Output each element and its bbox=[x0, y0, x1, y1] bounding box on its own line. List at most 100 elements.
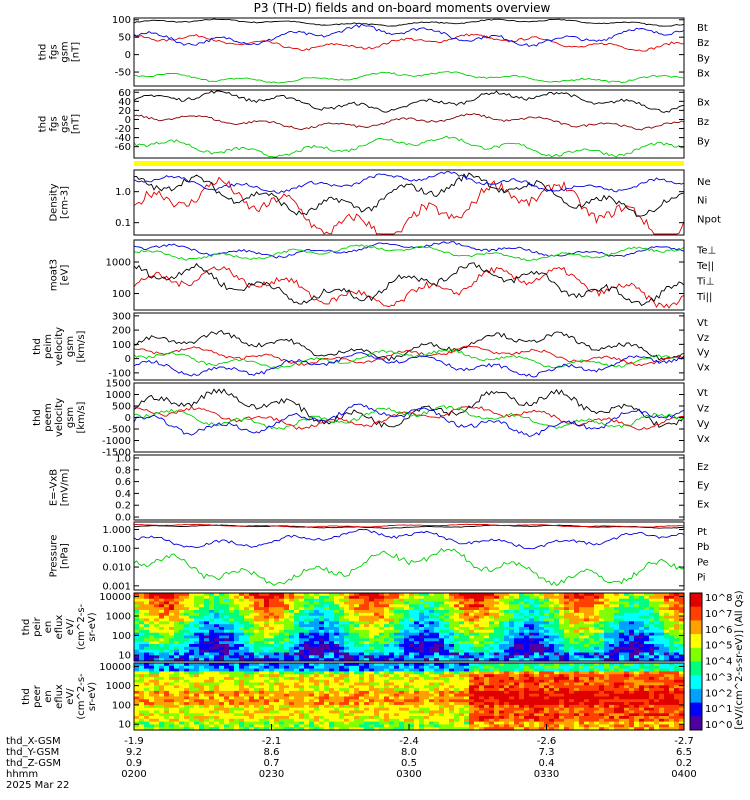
heatmap-cell bbox=[319, 655, 325, 659]
heatmap-cell bbox=[394, 677, 400, 681]
heatmap-cell bbox=[339, 682, 345, 686]
heatmap-cell bbox=[489, 682, 495, 686]
heatmap-cell bbox=[544, 671, 550, 675]
heatmap-cell bbox=[394, 671, 400, 675]
heatmap-cell bbox=[564, 713, 570, 717]
heatmap-cell bbox=[329, 618, 335, 622]
heatmap-cell bbox=[234, 641, 240, 645]
heatmap-cell bbox=[584, 644, 590, 648]
heatmap-cell bbox=[479, 702, 485, 706]
heatmap-cell bbox=[644, 658, 650, 662]
heatmap-cell bbox=[239, 704, 245, 709]
heatmap-cell bbox=[519, 665, 525, 670]
heatmap-cell bbox=[469, 663, 475, 667]
heatmap-cell bbox=[369, 641, 375, 645]
heatmap-cell bbox=[274, 690, 280, 695]
heatmap-cell bbox=[609, 595, 615, 600]
heatmap-cell bbox=[139, 621, 145, 625]
heatmap-cell bbox=[229, 718, 235, 723]
heatmap-cell bbox=[479, 685, 485, 689]
heatmap-cell bbox=[299, 646, 305, 651]
heatmap-cell bbox=[504, 674, 510, 678]
heatmap-cell bbox=[394, 629, 400, 634]
heatmap-cell bbox=[679, 610, 685, 614]
heatmap-cell bbox=[199, 710, 205, 714]
heatmap-cell bbox=[349, 688, 355, 692]
heatmap-cell bbox=[429, 668, 435, 672]
heatmap-cell bbox=[494, 635, 500, 639]
heatmap-cell bbox=[439, 690, 445, 695]
heatmap-cell bbox=[559, 610, 565, 614]
heatmap-cell bbox=[304, 595, 310, 600]
heatmap-cell bbox=[164, 638, 170, 642]
heatmap-cell bbox=[439, 604, 445, 608]
heatmap-cell bbox=[469, 696, 475, 700]
heatmap-cell bbox=[564, 595, 570, 600]
heatmap-cell bbox=[484, 677, 490, 681]
heatmap-cell bbox=[229, 638, 235, 642]
heatmap-cell bbox=[549, 674, 555, 678]
heatmap-cell bbox=[184, 624, 190, 628]
heatmap-cell bbox=[449, 649, 455, 654]
heatmap-cell bbox=[544, 721, 550, 725]
heatmap-cell bbox=[309, 699, 315, 703]
heatmap-cell bbox=[159, 655, 165, 659]
heatmap-cell bbox=[504, 704, 510, 709]
heatmap-cell bbox=[349, 593, 355, 597]
heatmap-cell bbox=[319, 644, 325, 648]
heatmap-cell bbox=[294, 685, 300, 689]
heatmap-cell bbox=[254, 671, 260, 675]
heatmap-cell bbox=[669, 607, 675, 611]
heatmap-cell bbox=[524, 658, 530, 662]
heatmap-cell bbox=[159, 699, 165, 703]
heatmap-cell bbox=[479, 598, 485, 603]
heatmap-cell bbox=[504, 679, 510, 684]
heatmap-cell bbox=[429, 718, 435, 723]
heatmap-cell bbox=[329, 604, 335, 608]
heatmap-cell bbox=[549, 621, 555, 625]
heatmap-cell bbox=[299, 629, 305, 634]
heatmap-cell bbox=[349, 713, 355, 717]
heatmap-cell bbox=[269, 598, 275, 603]
heatmap-cell bbox=[609, 658, 615, 662]
heatmap-cell bbox=[159, 615, 165, 620]
heatmap-cell bbox=[304, 724, 310, 728]
heatmap-cell bbox=[624, 629, 630, 634]
heatmap-cell bbox=[149, 685, 155, 689]
heatmap-cell bbox=[574, 644, 580, 648]
heatmap-cell bbox=[664, 644, 670, 648]
heatmap-cell bbox=[544, 629, 550, 634]
heatmap-cell bbox=[189, 663, 195, 667]
heatmap-cell bbox=[134, 652, 140, 656]
heatmap-cell bbox=[479, 610, 485, 614]
heatmap-cell bbox=[644, 601, 650, 605]
heatmap-cell bbox=[224, 595, 230, 600]
heatmap-cell bbox=[579, 601, 585, 605]
heatmap-cell bbox=[619, 655, 625, 659]
heatmap-cell bbox=[294, 632, 300, 637]
heatmap-cell bbox=[669, 635, 675, 639]
heatmap-cell bbox=[559, 652, 565, 656]
heatmap-cell bbox=[414, 607, 420, 611]
heatmap-cell bbox=[334, 655, 340, 659]
heatmap-cell bbox=[479, 727, 485, 731]
heatmap-cell bbox=[214, 668, 220, 672]
legend-bx: Bx bbox=[697, 68, 710, 79]
heatmap-cell bbox=[234, 677, 240, 681]
heatmap-cell bbox=[449, 638, 455, 642]
heatmap-cell bbox=[274, 644, 280, 648]
heatmap-cell bbox=[474, 598, 480, 603]
heatmap-cell bbox=[239, 632, 245, 637]
heatmap-cell bbox=[609, 635, 615, 639]
heatmap-cell bbox=[149, 604, 155, 608]
heatmap-cell bbox=[314, 688, 320, 692]
heatmap-cell bbox=[209, 615, 215, 620]
heatmap-cell bbox=[649, 649, 655, 654]
heatmap-cell bbox=[214, 665, 220, 670]
heatmap-cell bbox=[194, 713, 200, 717]
heatmap-cell bbox=[269, 649, 275, 654]
heatmap-cell bbox=[274, 716, 280, 720]
heatmap-cell bbox=[489, 601, 495, 605]
heatmap-cell bbox=[454, 696, 460, 700]
heatmap-cell bbox=[574, 721, 580, 725]
